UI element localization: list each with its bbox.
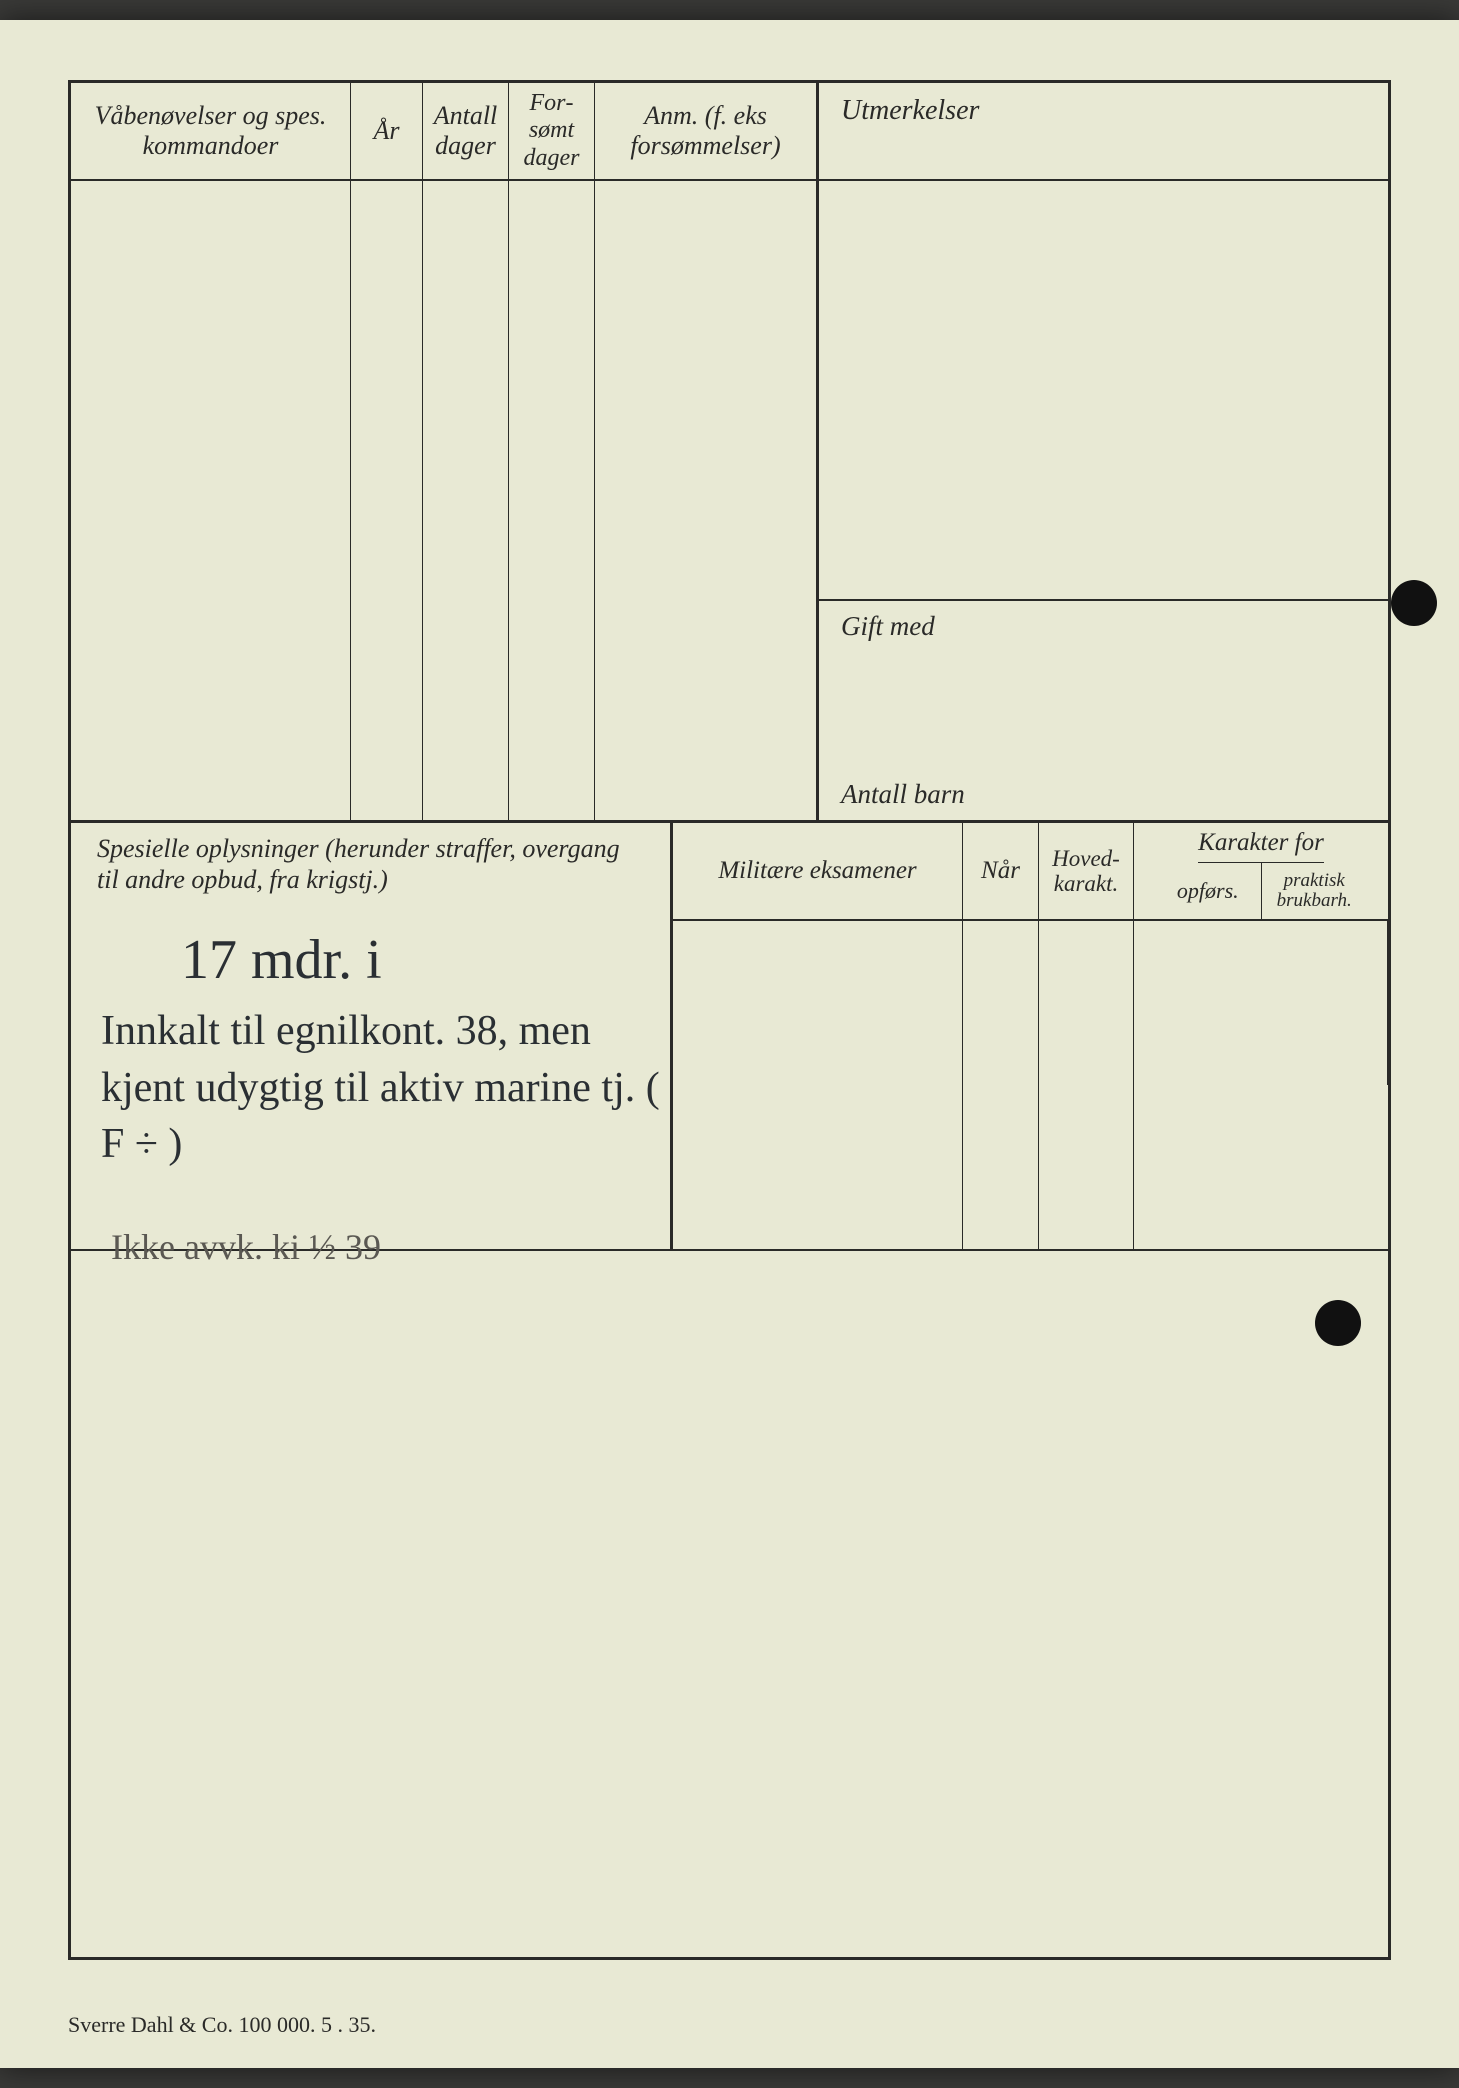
- col-body-forsomt: [509, 181, 595, 820]
- punch-hole-icon: [1315, 1300, 1361, 1346]
- col-body-nar: [963, 921, 1039, 1249]
- militar-header-row: Militære eksamener Når Hoved­karakt. Kar…: [673, 823, 1388, 921]
- col-body-anm: [595, 181, 819, 820]
- col-body-vabenovelser: [71, 181, 351, 820]
- karakter-for-label: Karakter for: [1198, 823, 1324, 863]
- spesielle-oplysninger: Spesielle oplysninger (herunder straffer…: [71, 823, 673, 1249]
- spesielle-header: Spesielle oplysninger (herunder straffer…: [71, 823, 670, 907]
- top-right-column: Utmerkelser Gift med Antall barn: [819, 83, 1388, 820]
- printer-footer: Sverre Dahl & Co. 100 000. 5 . 35.: [68, 2012, 376, 2038]
- gift-med-section: Gift med Antall barn: [819, 601, 1388, 820]
- punch-hole-icon: [1391, 580, 1437, 626]
- col-body-ar: [351, 181, 423, 820]
- col-header-karakter-group: Karakter for opførs. praktisk bruk­barh.: [1134, 823, 1388, 919]
- utmerkelser-header: Utmerkelser: [819, 83, 1388, 181]
- form-outer-frame: Våbenøvelser og spes. kommandoer År Anta…: [68, 80, 1391, 1960]
- col-body-praktisk: [1134, 1085, 1388, 1249]
- document-page: Våbenøvelser og spes. kommandoer År Anta…: [0, 20, 1459, 2068]
- top-section: Våbenøvelser og spes. kommandoer År Anta…: [71, 83, 1388, 823]
- col-header-nar: Når: [963, 823, 1039, 919]
- karakter-sub-row: opførs. praktisk bruk­barh.: [1155, 863, 1367, 919]
- col-header-ar: År: [351, 83, 423, 181]
- col-body-hovedkarakt: [1039, 921, 1134, 1249]
- middle-section: Spesielle oplysninger (herunder straffer…: [71, 823, 1388, 1251]
- gift-med-label: Gift med: [841, 611, 1366, 642]
- col-body-opfors: [1134, 921, 1388, 1085]
- exercises-table-body: [71, 181, 819, 820]
- handwritten-line-3: Ikke avvk. ki ½ 39: [111, 1223, 381, 1272]
- handwritten-line-1: 17 mdr. i: [181, 923, 382, 999]
- militar-eksamener-table: Militære eksamener Når Hoved­karakt. Kar…: [673, 823, 1388, 1249]
- col-header-vabenovelser: Våbenøvelser og spes. kommandoer: [71, 83, 351, 181]
- col-header-antall-dager: Antall dager: [423, 83, 509, 181]
- col-body-eksamener: [673, 921, 963, 1249]
- handwritten-line-2: Innkalt til egnilkont. 38, men kjent udy…: [101, 1003, 661, 1173]
- col-header-anm: Anm. (f. eks forsømmelser): [595, 83, 819, 181]
- utmerkelser-body: [819, 181, 1388, 601]
- col-header-praktisk: praktisk bruk­barh.: [1262, 863, 1367, 919]
- exercises-table: Våbenøvelser og spes. kommandoer År Anta…: [71, 83, 819, 820]
- col-body-karakter-group: [1134, 921, 1388, 1249]
- col-header-forsomt-dager: For­sømt dager: [509, 83, 595, 181]
- col-header-hovedkarakt: Hoved­karakt.: [1039, 823, 1134, 919]
- col-body-antall: [423, 181, 509, 820]
- militar-body-row: [673, 921, 1388, 1249]
- col-header-opfors: opførs.: [1155, 863, 1261, 919]
- antall-barn-label: Antall barn: [841, 779, 1366, 810]
- exercises-table-header: Våbenøvelser og spes. kommandoer År Anta…: [71, 83, 819, 181]
- col-header-eksamener: Militære eksamener: [673, 823, 963, 919]
